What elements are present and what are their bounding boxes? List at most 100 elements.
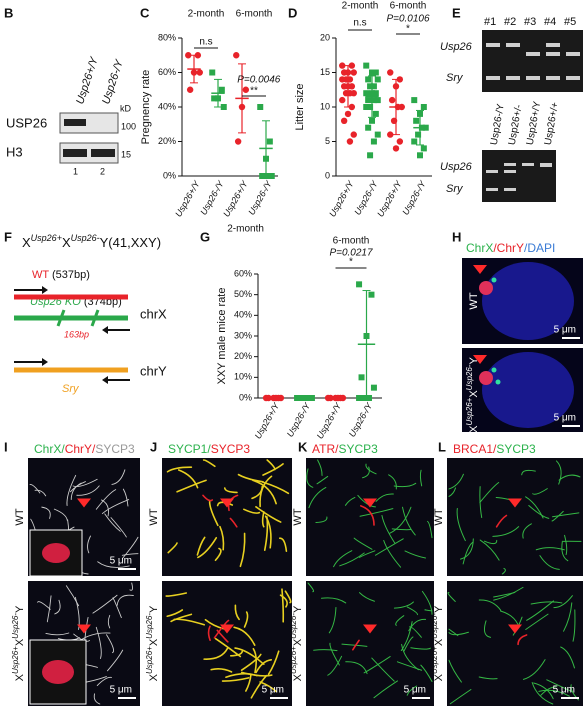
- chromosome: [216, 501, 234, 507]
- data-point: [368, 291, 375, 298]
- marker: 15: [121, 149, 131, 159]
- gel-bands: [486, 163, 552, 191]
- chromosome: [245, 673, 252, 692]
- data-point: [356, 281, 363, 288]
- spread-image: [306, 458, 434, 576]
- chromosome: [462, 541, 474, 565]
- chromosome: [404, 550, 427, 559]
- chromosome: [500, 610, 519, 625]
- chromosome: [344, 496, 356, 506]
- chromosome: [166, 466, 193, 473]
- chromosome: [391, 528, 412, 531]
- data-point: [367, 152, 374, 159]
- row-label-part: WT: [468, 292, 480, 309]
- chromosome: [365, 463, 377, 475]
- lane-label: Usp26+/Y: [74, 55, 101, 106]
- chromosome: [101, 499, 109, 517]
- stain-part: ChrX/: [34, 442, 65, 456]
- row-label-part: Usp26-: [145, 613, 154, 639]
- gel: [482, 150, 556, 202]
- scale-label: 5 μm: [110, 685, 132, 696]
- data-point: [350, 131, 357, 138]
- data-point: [420, 145, 427, 152]
- chromosome: [278, 537, 288, 552]
- row-label: WT: [292, 508, 304, 525]
- data-point: [350, 69, 357, 76]
- chromosome: [116, 594, 134, 606]
- chromosome: [29, 483, 41, 494]
- chromosome: [66, 474, 77, 506]
- x-tick-label: Usp26+/Y: [327, 178, 356, 218]
- chromosome: [261, 481, 290, 495]
- annotation: 6-month: [236, 9, 273, 20]
- chromosome: [493, 591, 516, 598]
- data-point: [372, 110, 379, 117]
- control-label: Usp26+/-: [507, 104, 525, 146]
- chromosome: [408, 618, 427, 632]
- chromosome: [196, 536, 206, 556]
- data-point: [420, 104, 427, 110]
- chromosome: [521, 469, 536, 476]
- chromosome: [95, 626, 102, 659]
- chromosome: [46, 595, 52, 623]
- band: [63, 149, 87, 157]
- y-tick-label: 5: [325, 136, 330, 146]
- y-tick-label: 20%: [158, 136, 176, 146]
- x-tick-label: Usp26+/Y: [315, 400, 344, 440]
- chromosome: [112, 597, 122, 619]
- chromosome: [447, 592, 456, 602]
- chromosome: [339, 552, 365, 567]
- chromosome: [479, 539, 500, 561]
- chromosome: [393, 482, 417, 488]
- chromosome: [317, 459, 323, 476]
- annotation: **: [250, 86, 258, 97]
- chromosome: [460, 538, 474, 560]
- chromosome: [122, 488, 129, 507]
- chromosome: [177, 469, 199, 489]
- chromosome: [517, 634, 528, 646]
- row-label-part: Usp26+: [145, 646, 154, 674]
- sample-label: #3: [524, 16, 536, 28]
- chromosome: [237, 473, 264, 483]
- chromosome: [93, 693, 101, 705]
- x-tick-label: Usp26-/Y: [347, 400, 375, 438]
- chromosome: [252, 479, 277, 505]
- data-point: [396, 138, 404, 145]
- chrx-signal: [491, 277, 497, 283]
- stain-label: SYCP1/SYCP3: [168, 442, 250, 456]
- data-point: [196, 69, 203, 76]
- chromosome: [202, 459, 216, 468]
- chromosome: [420, 664, 433, 682]
- data-point: [413, 117, 420, 124]
- chromosome: [208, 499, 219, 527]
- row-label: WT: [148, 508, 160, 525]
- data-point: [370, 83, 377, 90]
- chromosome: [233, 626, 256, 646]
- chromosome: [359, 508, 394, 517]
- row-label-part: WT: [433, 508, 445, 525]
- stain-part: SYCP1/: [168, 442, 211, 456]
- chromosome: [495, 514, 508, 528]
- data-point: [233, 52, 240, 59]
- chromosome: [552, 512, 580, 518]
- x-tick-label: Usp26-/Y: [246, 178, 274, 216]
- stain-label: BRCA1/SYCP3: [453, 442, 536, 456]
- chromosome: [110, 517, 127, 538]
- row-label-part: X: [468, 425, 480, 433]
- y-tick-label: 40%: [158, 101, 176, 111]
- chromosome: [357, 494, 376, 508]
- deletion-label: 163bp: [64, 329, 89, 339]
- chromosome: [528, 505, 550, 519]
- chromosome: [448, 473, 464, 490]
- chromosome: [449, 689, 472, 705]
- chromosome: [95, 489, 117, 510]
- chromosome: [234, 604, 240, 621]
- chromosome: [243, 508, 261, 514]
- scheme: [14, 286, 130, 384]
- x-tick-label: Usp26+/Y: [253, 400, 282, 440]
- chromosome: [555, 460, 562, 485]
- row-label: WT: [468, 292, 480, 309]
- row-label-part: X: [468, 390, 480, 398]
- spread-image: [447, 458, 583, 576]
- sample-label: #2: [504, 16, 516, 28]
